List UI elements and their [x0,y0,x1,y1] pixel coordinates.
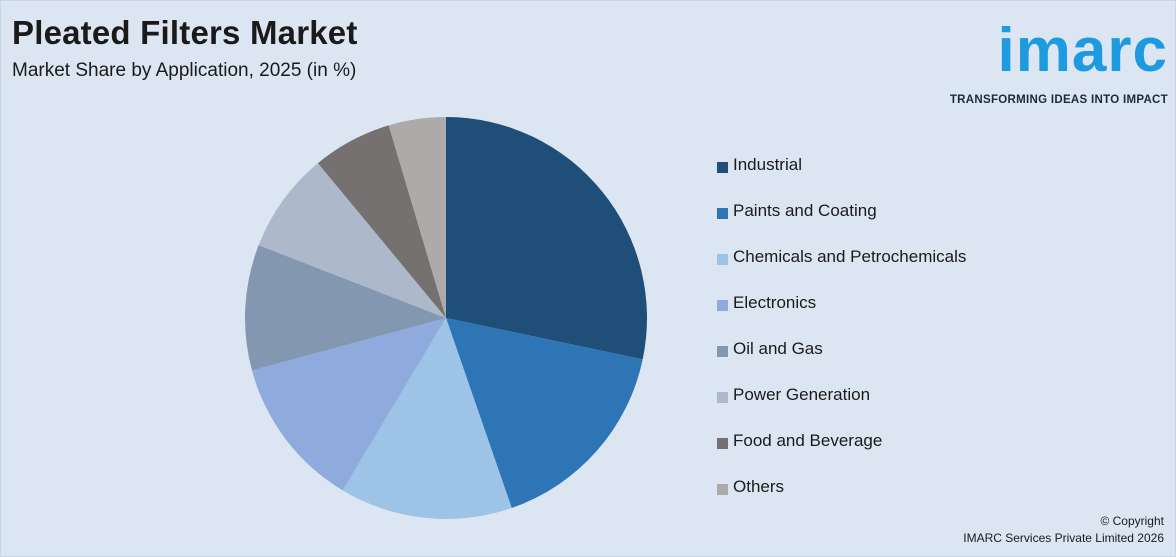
pie-slice-food-and-beverage [317,125,446,318]
chart-subtitle: Market Share by Application, 2025 (in %) [12,60,357,81]
pie-slice-paints-and-coating [446,318,643,508]
pie-slice-others [388,117,446,318]
legend-label: Others [733,477,785,496]
legend-label: Power Generation [733,385,871,404]
pie-slice-chemicals-and-petrochemicals [342,318,512,519]
legend-label: Oil and Gas [733,339,823,358]
legend-swatch [717,392,728,403]
pie-slice-oil-and-gas [244,245,446,371]
legend-swatch [717,346,728,357]
legend-swatch [717,300,728,311]
pie-slice-industrial [446,117,647,360]
pie-slice-power-generation [258,163,446,318]
pie-slice-electronics [251,318,446,491]
legend-label: Paints and Coating [733,201,877,220]
legend-label: Electronics [733,293,817,312]
legend-label: Industrial [733,155,802,174]
logo-tagline: TRANSFORMING IDEAS INTO IMPACT [949,94,1168,106]
legend-swatch [717,438,728,449]
legend-swatch [717,254,728,265]
copyright-notice: © Copyright IMARC Services Private Limit… [963,513,1164,547]
legend-label: Chemicals and Petrochemicals [733,247,967,266]
copyright-line: © Copyright [1100,514,1164,528]
legend-swatch [717,484,728,495]
legend-swatch [717,208,728,219]
legend-label: Food and Beverage [733,431,883,450]
copyright-owner: IMARC Services Private Limited 2026 [963,531,1164,545]
chart-title: Pleated Filters Market [12,14,358,51]
imarc-logo: imarc TRANSFORMING IDEAS INTO IMPACT [943,10,1168,110]
legend-swatch [717,162,728,173]
logo-wordmark: imarc [997,16,1168,85]
